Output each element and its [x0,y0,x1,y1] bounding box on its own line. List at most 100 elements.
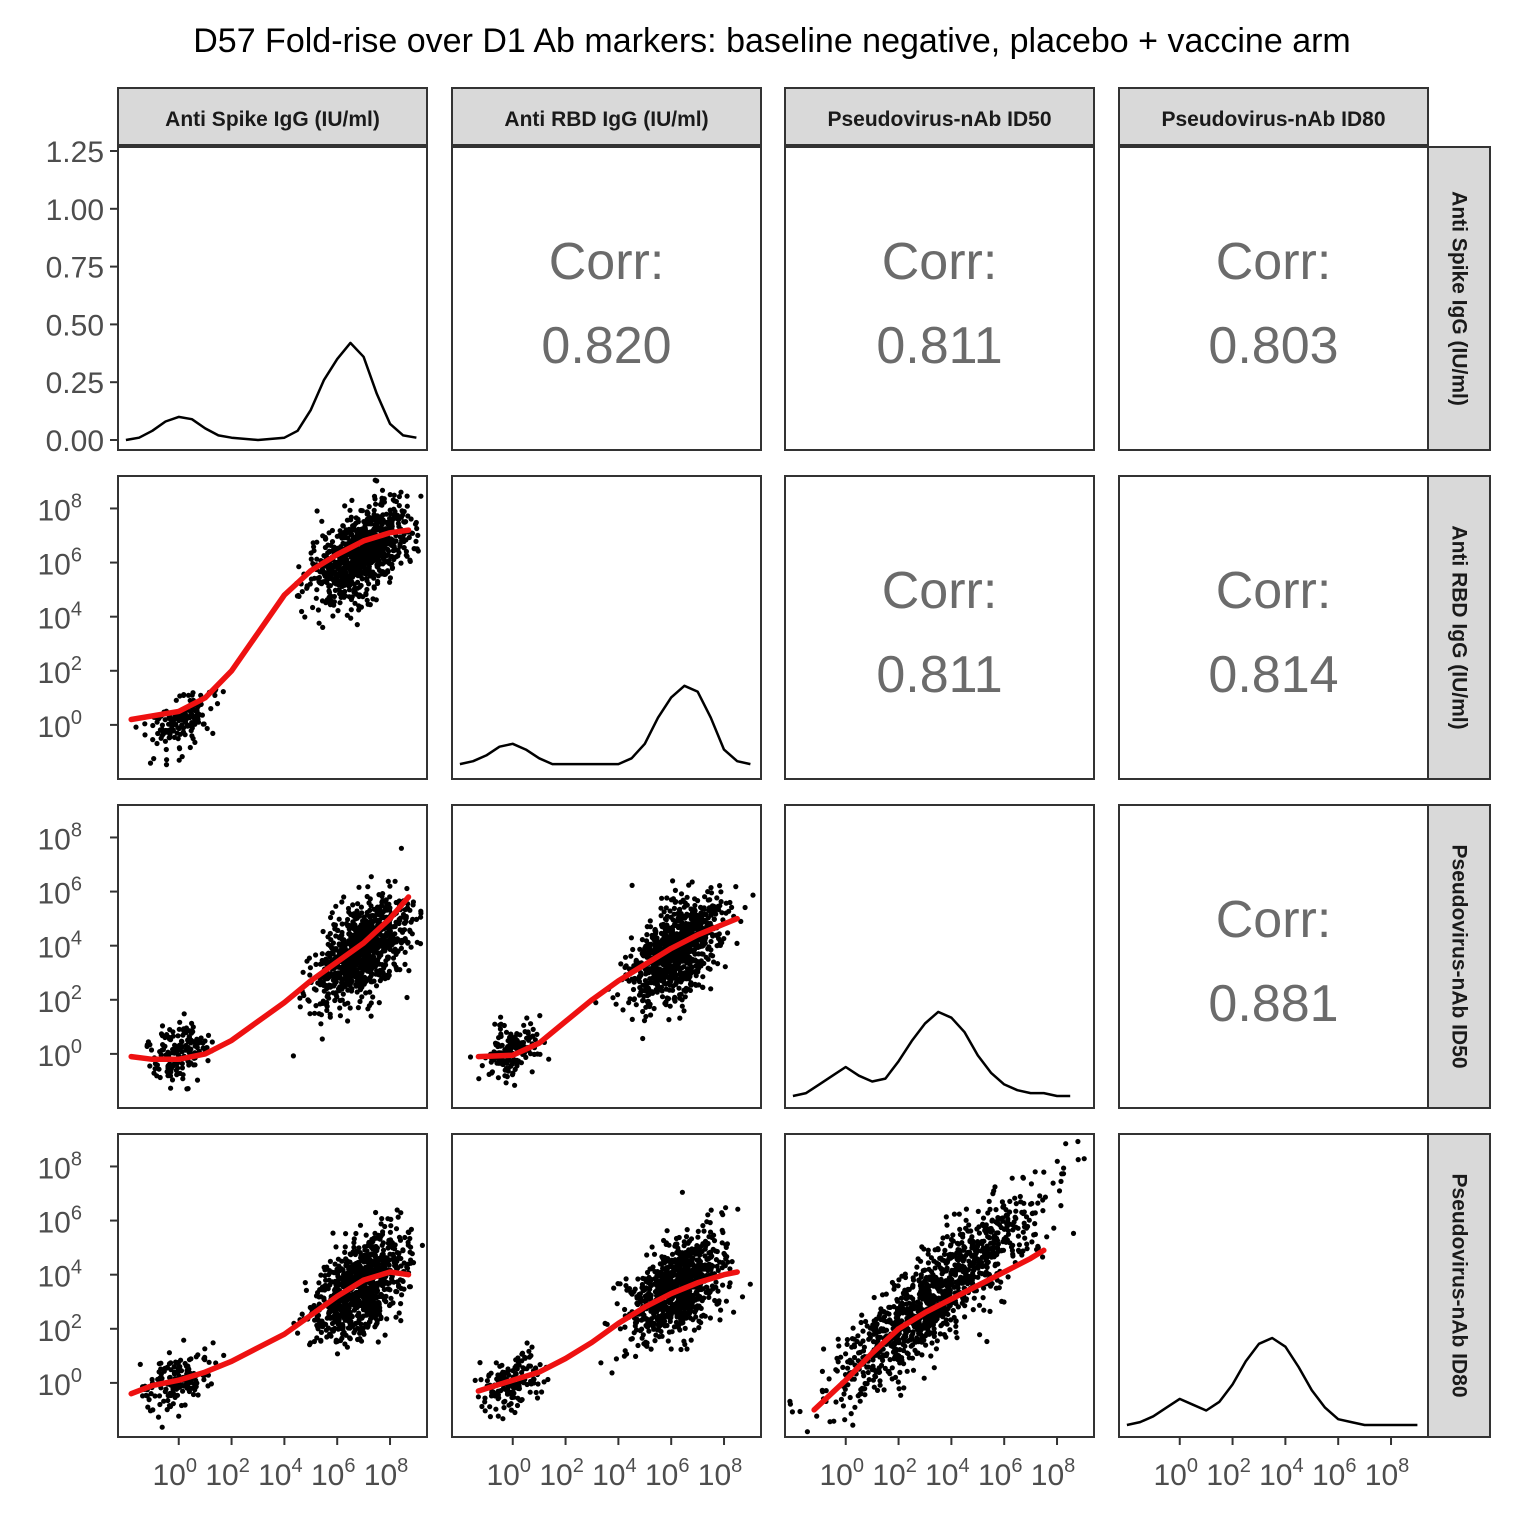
scatter-point [403,913,409,920]
scatter-point [382,571,389,577]
scatter-point [359,961,365,967]
scatter-point [406,968,412,974]
density-curve-3 [1126,1336,1418,1427]
scatter-point [397,543,403,549]
scatter-points-r1-c0 [133,477,424,768]
scatter-point [176,1026,182,1032]
scatter-point [399,1292,405,1298]
scatter-point [368,954,374,960]
scatter-point [651,937,657,943]
scatter-point [734,940,740,947]
scatter-point [643,1013,649,1020]
scatter-point [357,998,363,1005]
scatter-point [367,1319,373,1325]
scatter-point [677,1015,683,1021]
scatter-point [688,1337,694,1343]
scatter-point [334,545,340,552]
scatter-point [375,938,381,944]
scatter-point [695,1234,701,1240]
scatter-point [315,607,321,613]
scatter-point [511,1082,518,1088]
scatter-point [220,689,226,695]
scatter-point [168,1085,174,1091]
scatter-point [330,1230,336,1236]
panel-frame-r0-c3 [1118,146,1429,451]
scatter-point [176,1413,182,1419]
scatter-point [344,941,350,947]
scatter-point [347,507,353,513]
scatter-point [495,1075,501,1081]
scatter-point [505,1038,511,1044]
scatter-point [404,994,410,1001]
scatter-point [506,1368,512,1374]
scatter-point [322,1267,328,1273]
column-strip-1 [451,87,762,146]
corr-label-r1-c3: Corr: [1216,562,1332,620]
scatter-point [680,976,686,983]
scatter-point [533,1389,539,1396]
scatter-point [356,552,363,558]
scatter-point [195,1392,201,1398]
scatter-point [363,521,369,527]
scatter-point [708,885,714,891]
scatter-point [194,706,200,712]
scatter-point [391,498,398,504]
scatter-point [670,917,676,923]
scatter-point [395,553,401,559]
scatter-point [366,504,372,510]
scatter-point [379,893,385,899]
scatter-point [374,562,380,568]
scatter-point [151,756,157,762]
scatter-point [324,994,330,1000]
scatter-point [681,957,687,963]
scatter-point [295,1330,301,1336]
scatter-point [393,951,399,958]
scatter-point [336,916,342,922]
scatter-point [307,972,313,978]
scatter-point [383,1299,389,1305]
scatter-point [385,878,391,885]
scatter-point [352,589,358,595]
scatter-point [326,530,332,536]
scatter-point [329,539,336,545]
scatter-point [482,1408,488,1414]
scatter-point [342,503,348,509]
scatter-point [206,1359,212,1365]
scatter-point [310,540,316,546]
scatter-point [723,1298,730,1304]
scatter-point [351,1240,357,1246]
scatter-point [402,920,408,926]
scatter-point [396,494,402,500]
scatter-point [668,897,675,903]
scatter-point [346,561,352,567]
scatter-point [326,1310,332,1316]
scatter-point [665,1338,671,1344]
scatter-point [683,1234,690,1240]
scatter-point [413,538,419,545]
scatter-point [394,936,400,942]
scatter-point [352,1296,358,1302]
scatter-point [322,1273,328,1279]
corr-label-r1-c2: Corr: [882,562,998,620]
scatter-point [692,902,698,909]
scatter-point [402,961,408,968]
scatter-point [161,1398,167,1404]
scatter-point [395,1214,401,1220]
scatter-point [290,1053,296,1059]
corr-value-r2-c3: 0.881 [1208,975,1338,1033]
scatter-point [401,927,408,933]
scatter-point [685,947,691,953]
scatter-point [359,910,365,916]
scatter-point [659,994,666,1000]
scatter-point [479,1403,485,1410]
scatter-point [718,889,724,895]
scatter-point [487,1414,493,1420]
scatter-point [360,1313,366,1319]
scatter-point [677,932,683,938]
scatter-point [711,916,717,923]
scatter-point [297,995,303,1001]
scatter-point [348,553,354,559]
scatter-point [510,1384,516,1390]
scatter-point [377,540,383,547]
scatter-point [522,1355,528,1361]
